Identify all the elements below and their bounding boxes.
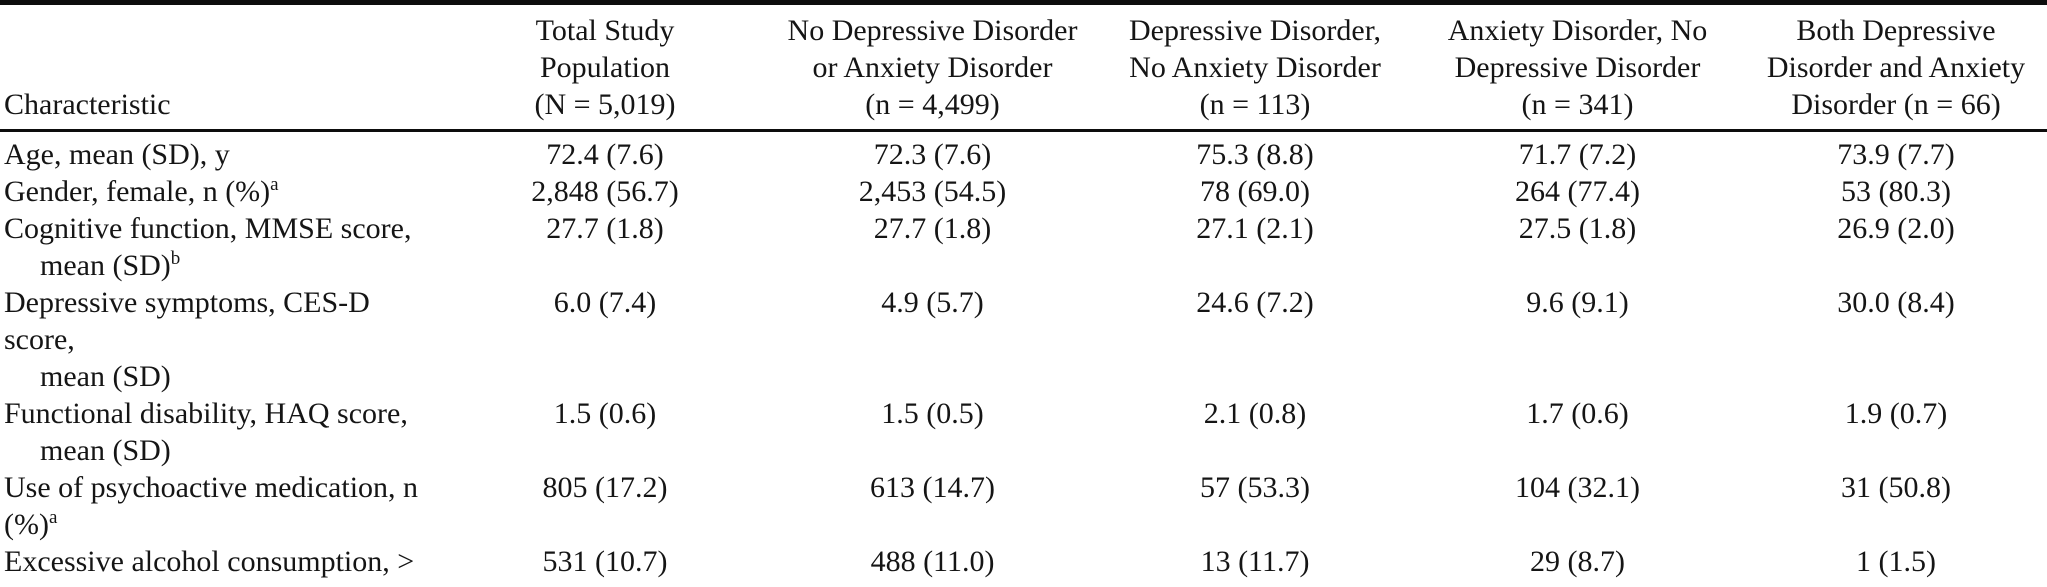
- table-cell: 24.6 (7.2): [1196, 286, 1314, 319]
- header-line: Anxiety Disorder, No: [1447, 14, 1708, 47]
- table-cell: 57 (53.3): [1200, 471, 1310, 504]
- row-label-text: mean (SD): [40, 434, 171, 467]
- header-line: Characteristic: [4, 88, 171, 121]
- row-label: Cognitive function, MMSE score, mean (SD…: [0, 210, 445, 284]
- header-line: (n = 113): [1199, 88, 1311, 121]
- column-header-anxiety-no-depressive: Anxiety Disorder, No Depressive Disorder…: [1410, 2, 1745, 132]
- table-cell: 2,453 (54.5): [858, 175, 1007, 208]
- row-label-text: Gender, female, n (%): [4, 175, 271, 208]
- footnote-marker: a: [270, 174, 279, 195]
- header-line: Both Depressive: [1796, 14, 1996, 47]
- footnote-marker: b: [170, 248, 181, 269]
- row-label-text: Depressive symptoms, CES-D score,: [4, 286, 370, 356]
- header-line: Total Study: [535, 14, 675, 47]
- table-cell: 53 (80.3): [1841, 175, 1951, 208]
- table-cell: 72.3 (7.6): [873, 138, 992, 171]
- header-line: (n = 4,499): [865, 88, 1000, 121]
- table-cell: 531 (10.7): [542, 545, 668, 578]
- table-row-psychoactive-medication: Use of psychoactive medication, n (%)a 8…: [0, 469, 2047, 543]
- header-line: Depressive Disorder,: [1128, 14, 1382, 47]
- row-label: Gender, female, n (%)a: [0, 173, 445, 210]
- header-line: or Anxiety Disorder: [812, 51, 1053, 84]
- table-cell: 6.0 (7.4): [553, 286, 657, 319]
- header-line: (N = 5,019): [534, 88, 676, 121]
- table-row-gender: Gender, female, n (%)a 2,848 (56.7) 2,45…: [0, 173, 2047, 210]
- header-line: (n = 341): [1521, 88, 1634, 121]
- table-body: Age, mean (SD), y 72.4 (7.6) 72.3 (7.6) …: [0, 131, 2047, 587]
- column-header-no-depressive-or-anxiety: No Depressive Disorder or Anxiety Disord…: [765, 2, 1100, 132]
- header-line: Disorder (n = 66): [1791, 88, 2001, 121]
- table-cell: 27.7 (1.8): [546, 212, 664, 245]
- row-label: Depressive symptoms, CES-D score, mean (…: [0, 284, 445, 395]
- table-cell: 104 (32.1): [1515, 471, 1640, 504]
- row-label-text: Functional disability, HAQ score,: [4, 397, 408, 430]
- table-cell: 1.9 (0.7): [1844, 397, 1948, 430]
- table-cell: 264 (77.4): [1515, 175, 1640, 208]
- table-cell: 1.5 (0.5): [881, 397, 984, 430]
- table-cell: 1.7 (0.6): [1526, 397, 1629, 430]
- table-cell: 78 (69.0): [1200, 175, 1310, 208]
- header-line: Depressive Disorder: [1454, 51, 1701, 84]
- table-row-cognitive-function: Cognitive function, MMSE score, mean (SD…: [0, 210, 2047, 284]
- table-row-functional-disability: Functional disability, HAQ score, mean (…: [0, 395, 2047, 469]
- table-cell: 613 (14.7): [870, 471, 995, 504]
- table-cell: 13 (11.7): [1200, 545, 1310, 578]
- table-cell: 2,848 (56.7): [531, 175, 679, 208]
- table-row-depressive-symptoms: Depressive symptoms, CES-D score, mean (…: [0, 284, 2047, 395]
- header-line: No Anxiety Disorder: [1129, 51, 1381, 84]
- table-cell: 31 (50.8): [1841, 471, 1951, 504]
- row-label-text: Cognitive function, MMSE score,: [4, 212, 412, 245]
- table-cell: 805 (17.2): [542, 471, 668, 504]
- table-row-age: Age, mean (SD), y 72.4 (7.6) 72.3 (7.6) …: [0, 131, 2047, 174]
- column-header-characteristic: Characteristic: [0, 2, 445, 132]
- header-row: Characteristic Total Study Population (N…: [0, 2, 2047, 132]
- row-label: Use of psychoactive medication, n (%)a: [0, 469, 445, 543]
- table-cell: 1 (1.5): [1856, 545, 1936, 578]
- row-label-text: Excessive alcohol consumption, > 21: [4, 545, 415, 587]
- table-cell: 29 (8.7): [1530, 545, 1625, 578]
- header-line: Disorder and Anxiety: [1766, 51, 2026, 84]
- table-cell: 27.5 (1.8): [1518, 212, 1637, 245]
- row-label-text: mean (SD): [40, 360, 171, 393]
- table-row-excessive-alcohol: Excessive alcohol consumption, > 21 drin…: [0, 543, 2047, 587]
- row-label-text: mean (SD): [40, 249, 171, 282]
- table-cell: 26.9 (2.0): [1837, 212, 1955, 245]
- table-cell: 4.9 (5.7): [881, 286, 984, 319]
- table-cell: 72.4 (7.6): [546, 138, 664, 171]
- table-cell: 2.1 (0.8): [1203, 397, 1307, 430]
- table-cell: 27.7 (1.8): [873, 212, 992, 245]
- table-cell: 27.1 (2.1): [1196, 212, 1314, 245]
- table-cell: 71.7 (7.2): [1518, 138, 1637, 171]
- table-cell: 9.6 (9.1): [1526, 286, 1629, 319]
- row-label-text: Age, mean (SD), y: [4, 138, 230, 171]
- row-label: Excessive alcohol consumption, > 21 drin…: [0, 543, 445, 587]
- footnote-marker: a: [48, 507, 58, 528]
- row-label-text: Use of psychoactive medication, n (%): [4, 471, 419, 541]
- row-label: Functional disability, HAQ score, mean (…: [0, 395, 445, 469]
- header-line: No Depressive Disorder: [787, 14, 1078, 47]
- column-header-depressive-no-anxiety: Depressive Disorder, No Anxiety Disorder…: [1100, 2, 1410, 132]
- table-cell: 75.3 (8.8): [1196, 138, 1314, 171]
- table-cell: 73.9 (7.7): [1837, 138, 1955, 171]
- table-cell: 30.0 (8.4): [1837, 286, 1955, 319]
- table-header: Characteristic Total Study Population (N…: [0, 2, 2047, 132]
- row-label: Age, mean (SD), y: [0, 131, 445, 174]
- column-header-total-study-population: Total Study Population (N = 5,019): [445, 2, 765, 132]
- table-cell: 488 (11.0): [870, 545, 995, 578]
- table-cell: 1.5 (0.6): [553, 397, 657, 430]
- column-header-both-disorders: Both Depressive Disorder and Anxiety Dis…: [1745, 2, 2047, 132]
- header-line: Population: [539, 51, 670, 84]
